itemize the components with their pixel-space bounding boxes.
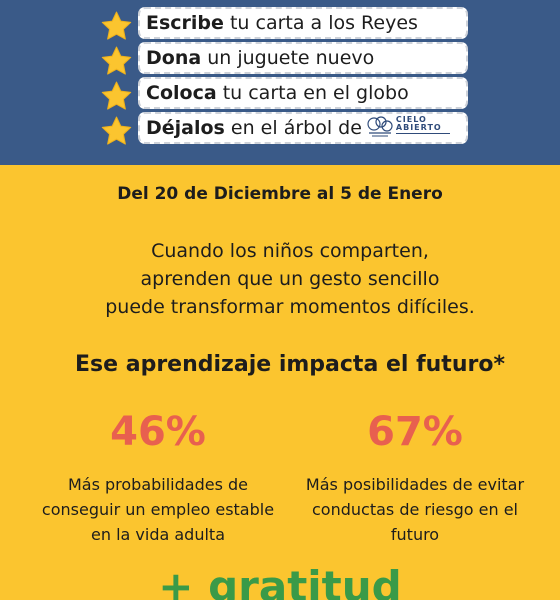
stat-desc-line: en la vida adulta	[91, 525, 225, 544]
step-pill: Déjalos en el árbol de CIELO ABIERTO	[138, 112, 468, 144]
step-text: un juguete nuevo	[201, 47, 375, 69]
star-icon	[101, 116, 132, 145]
body-line: aprenden que un gesto sencillo	[140, 268, 440, 290]
stat-employment: 46% Más probabilidades de conseguir un e…	[13, 408, 303, 547]
step-verb: Coloca	[146, 82, 217, 104]
step-pill: Escribe tu carta a los Reyes	[138, 7, 468, 39]
stat-desc-line: Más posibilidades de evitar	[305, 475, 525, 494]
step-item-write: Escribe tu carta a los Reyes	[100, 6, 480, 41]
stat-desc-line: futuro	[390, 525, 440, 544]
cielo-abierto-logo: CIELO ABIERTO	[366, 115, 454, 139]
step-item-leave: Déjalos en el árbol de CIELO ABIERTO	[100, 111, 480, 146]
step-item-place: Coloca tu carta en el globo	[100, 76, 480, 111]
body-line: puede transformar momentos difíciles.	[105, 296, 475, 318]
step-text: tu carta a los Reyes	[223, 12, 418, 34]
stat-description: Más probabilidades de conseguir un emple…	[13, 472, 303, 547]
cloud-icon	[367, 115, 393, 136]
logo-underline	[395, 132, 450, 134]
stat-risk: 67% Más posibilidades de evitar conducta…	[270, 408, 560, 547]
step-pill: Dona un juguete nuevo	[138, 42, 468, 74]
logo-line-1: CIELO	[395, 114, 427, 124]
logo-text: CIELO ABIERTO	[395, 114, 442, 132]
body-line: Cuando los niños comparten,	[151, 240, 429, 262]
star-icon	[101, 81, 132, 110]
stat-desc-line: Más probabilidades de	[67, 475, 249, 494]
stat-value: 67%	[367, 409, 463, 455]
star-icon	[101, 46, 132, 75]
body-paragraph: Cuando los niños comparten, aprenden que…	[0, 237, 560, 321]
step-item-donate: Dona un juguete nuevo	[100, 41, 480, 76]
date-range: Del 20 de Diciembre al 5 de Enero	[117, 184, 443, 204]
step-pill: Coloca tu carta en el globo	[138, 77, 468, 109]
step-verb: Déjalos	[146, 117, 225, 139]
impact-heading: Ese aprendizaje impacta el futuro*	[75, 352, 505, 377]
stat-desc-line: conductas de riesgo en el	[312, 500, 518, 519]
step-text: tu carta en el globo	[216, 82, 409, 104]
logo-line-2: ABIERTO	[395, 122, 442, 132]
step-text: en el árbol de	[224, 117, 362, 139]
steps-list: Escribe tu carta a los Reyes Dona un jug…	[100, 6, 480, 146]
stat-value: 46%	[110, 409, 206, 455]
step-verb: Escribe	[146, 12, 224, 34]
step-verb: Dona	[146, 47, 202, 69]
stat-description: Más posibilidades de evitar conductas de…	[270, 472, 560, 547]
star-icon	[101, 11, 132, 40]
closing-gratitude: + gratitud	[158, 562, 402, 600]
stat-desc-line: conseguir un empleo estable	[41, 500, 275, 519]
